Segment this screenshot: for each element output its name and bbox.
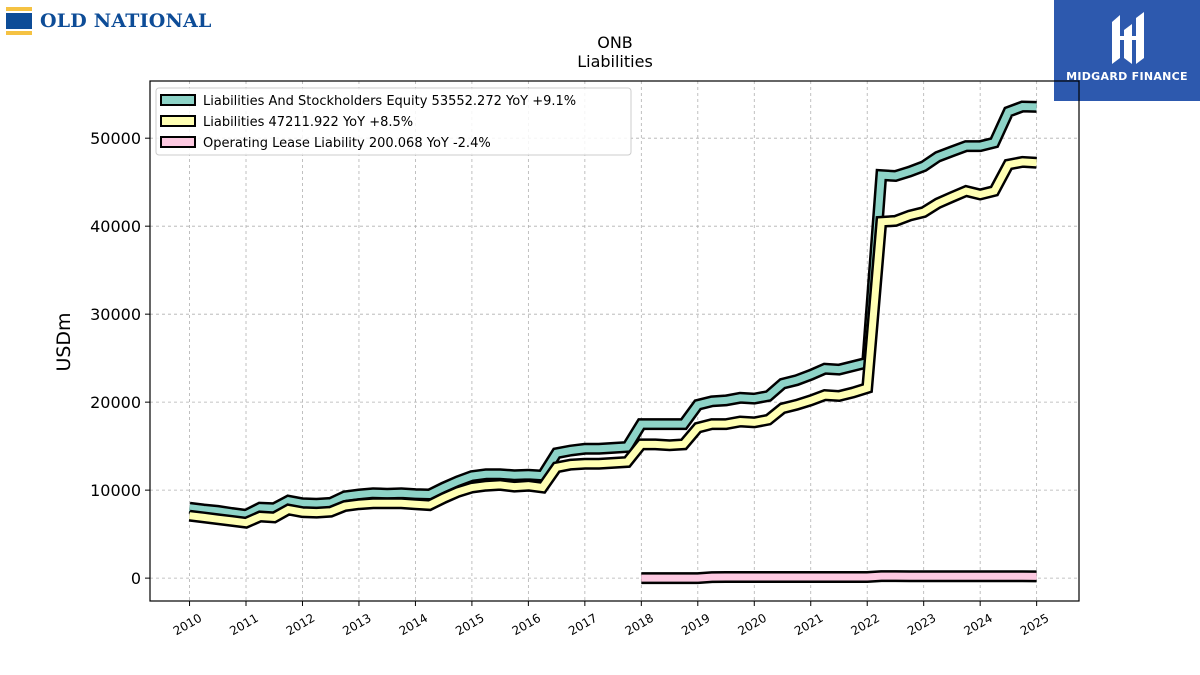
old-national-logo: OLD NATIONAL <box>6 6 212 36</box>
legend-swatch <box>160 136 196 148</box>
x-tick-label: 2024 <box>961 611 994 638</box>
midgard-finance-logo-mark-icon <box>1112 12 1144 64</box>
old-national-logo-mark-icon <box>6 7 32 35</box>
legend-swatch <box>160 94 196 106</box>
chart-legend: Liabilities And Stockholders Equity 5355… <box>155 87 632 156</box>
series-line <box>189 102 1037 519</box>
midgard-finance-logo-text: MIDGARD FINANCE <box>1066 70 1188 83</box>
x-tick-label: 2013 <box>340 611 373 638</box>
chart-title: ONB <box>597 33 633 52</box>
x-tick-label: 2021 <box>792 611 825 638</box>
x-tick-label: 2017 <box>566 611 599 638</box>
series-0 <box>188 100 1037 521</box>
series-line <box>641 572 1037 582</box>
y-tick-label: 0 <box>131 569 141 588</box>
x-tick-label: 2016 <box>510 611 543 638</box>
legend-label: Liabilities And Stockholders Equity 5355… <box>203 94 576 109</box>
plot-frame <box>149 80 1080 602</box>
chart-series-layer <box>188 100 1037 585</box>
y-tick-label: 50000 <box>90 129 141 148</box>
chart-subtitle: Liabilities <box>577 52 653 71</box>
legend-swatch <box>160 115 196 127</box>
x-tick-label: 2025 <box>1018 611 1051 638</box>
legend-box <box>155 87 632 156</box>
series-line <box>189 158 1037 527</box>
y-axis: 0 10000 20000 30000 40000 50000 <box>90 129 150 588</box>
x-tick-label: 2018 <box>623 611 656 638</box>
y-tick-label: 40000 <box>90 217 141 236</box>
x-tick-label: 2020 <box>736 611 769 638</box>
x-axis: 2010 2011 2012 2013 2014 2015 2016 2017 2018 2019… <box>171 601 1051 638</box>
series-2 <box>641 570 1037 585</box>
x-tick-label: 2010 <box>171 611 204 638</box>
legend-label: Liabilities 47211.922 YoY +8.5% <box>203 115 413 130</box>
legend-label: Operating Lease Liability 200.068 YoY -2… <box>203 136 491 151</box>
midgard-finance-logo: MIDGARD FINANCE <box>1054 0 1200 101</box>
y-tick-label: 10000 <box>90 481 141 500</box>
x-tick-label: 2011 <box>227 611 260 638</box>
series-1 <box>188 155 1037 529</box>
x-tick-label: 2022 <box>848 611 881 638</box>
x-tick-label: 2012 <box>284 611 317 638</box>
x-tick-label: 2023 <box>905 611 938 638</box>
y-axis-label: USDm <box>53 312 75 371</box>
x-tick-label: 2014 <box>397 611 430 638</box>
y-tick-label: 20000 <box>90 393 141 412</box>
x-tick-label: 2015 <box>453 611 486 638</box>
y-tick-label: 30000 <box>90 305 141 324</box>
old-national-logo-text: OLD NATIONAL <box>40 10 212 32</box>
x-tick-label: 2019 <box>679 611 712 638</box>
series-line-outline <box>188 100 1037 521</box>
